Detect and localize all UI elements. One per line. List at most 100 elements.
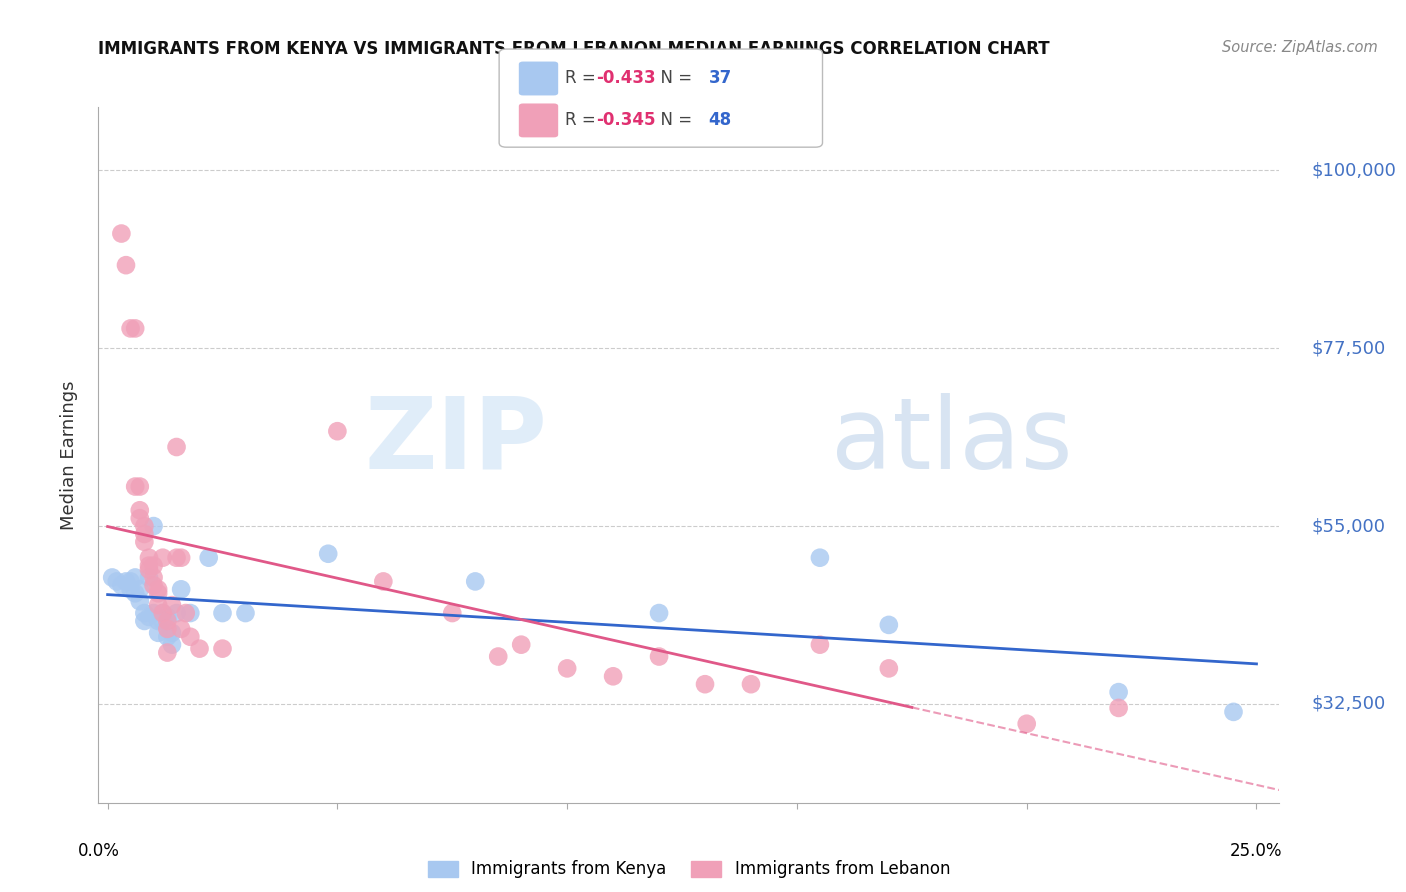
Point [124, 586, 146, 600]
Point [156, 614, 179, 628]
Point [128, 511, 150, 525]
Point [128, 582, 150, 597]
Point [648, 649, 671, 664]
Point [152, 550, 174, 565]
Point [740, 677, 762, 691]
Text: 48: 48 [709, 112, 731, 129]
Point [110, 578, 132, 592]
Point [115, 258, 138, 272]
Point [134, 614, 156, 628]
Point [211, 641, 233, 656]
Point [120, 574, 142, 589]
Text: $100,000: $100,000 [1312, 161, 1396, 179]
Point [110, 227, 132, 241]
Point [101, 570, 124, 584]
Point [170, 582, 193, 597]
Point [160, 638, 183, 652]
Point [160, 598, 183, 612]
Point [166, 440, 188, 454]
Point [166, 606, 188, 620]
Point [134, 535, 156, 549]
Point [188, 641, 211, 656]
Point [120, 582, 142, 597]
Text: 0.0%: 0.0% [77, 842, 120, 860]
Point [373, 574, 395, 589]
Point [1108, 685, 1130, 699]
Text: ZIP: ZIP [364, 392, 547, 490]
Text: 25.0%: 25.0% [1230, 842, 1282, 860]
Point [138, 570, 160, 584]
Point [197, 550, 219, 565]
Point [156, 622, 179, 636]
Text: R =: R = [565, 70, 602, 87]
Point [170, 550, 193, 565]
Point [138, 558, 160, 573]
Point [808, 638, 831, 652]
Point [146, 598, 169, 612]
Point [105, 574, 128, 589]
Text: 37: 37 [709, 70, 733, 87]
Text: $55,000: $55,000 [1312, 517, 1386, 535]
Point [877, 618, 900, 632]
Point [124, 479, 146, 493]
Point [146, 625, 169, 640]
Point [326, 424, 349, 438]
Point [120, 321, 142, 335]
Point [1015, 716, 1038, 731]
Point [464, 574, 486, 589]
Point [152, 606, 174, 620]
Point [160, 625, 183, 640]
Point [1222, 705, 1244, 719]
Point [138, 610, 160, 624]
Point [156, 646, 179, 660]
Text: -0.433: -0.433 [596, 70, 655, 87]
Point [510, 638, 533, 652]
Point [179, 630, 201, 644]
Point [128, 503, 150, 517]
Point [142, 570, 165, 584]
Point [211, 606, 233, 620]
Point [138, 563, 160, 577]
Point [486, 649, 509, 664]
Point [166, 550, 188, 565]
Text: Source: ZipAtlas.com: Source: ZipAtlas.com [1222, 40, 1378, 55]
Point [235, 606, 257, 620]
Text: $77,500: $77,500 [1312, 339, 1386, 357]
Point [124, 570, 146, 584]
Y-axis label: Median Earnings: Median Earnings [59, 380, 77, 530]
Point [693, 677, 716, 691]
Point [142, 558, 165, 573]
Legend: Immigrants from Kenya, Immigrants from Lebanon: Immigrants from Kenya, Immigrants from L… [420, 854, 957, 885]
Point [128, 479, 150, 493]
Point [1108, 701, 1130, 715]
Point [146, 582, 169, 597]
Point [115, 574, 138, 589]
Point [124, 321, 146, 335]
Point [128, 594, 150, 608]
Point [138, 550, 160, 565]
Point [146, 614, 169, 628]
Text: atlas: atlas [831, 392, 1073, 490]
Text: R =: R = [565, 112, 602, 129]
Point [156, 630, 179, 644]
Point [134, 519, 156, 533]
Point [152, 614, 174, 628]
Point [152, 606, 174, 620]
Point [316, 547, 339, 561]
Point [170, 622, 193, 636]
Point [134, 527, 156, 541]
Text: N =: N = [650, 70, 697, 87]
Point [648, 606, 671, 620]
Point [441, 606, 464, 620]
Text: IMMIGRANTS FROM KENYA VS IMMIGRANTS FROM LEBANON MEDIAN EARNINGS CORRELATION CHA: IMMIGRANTS FROM KENYA VS IMMIGRANTS FROM… [98, 40, 1050, 58]
Text: -0.345: -0.345 [596, 112, 655, 129]
Point [142, 519, 165, 533]
Text: $32,500: $32,500 [1312, 695, 1386, 713]
Point [142, 606, 165, 620]
Point [156, 610, 179, 624]
Point [877, 661, 900, 675]
Point [808, 550, 831, 565]
Point [602, 669, 624, 683]
Text: N =: N = [650, 112, 697, 129]
Point [134, 606, 156, 620]
